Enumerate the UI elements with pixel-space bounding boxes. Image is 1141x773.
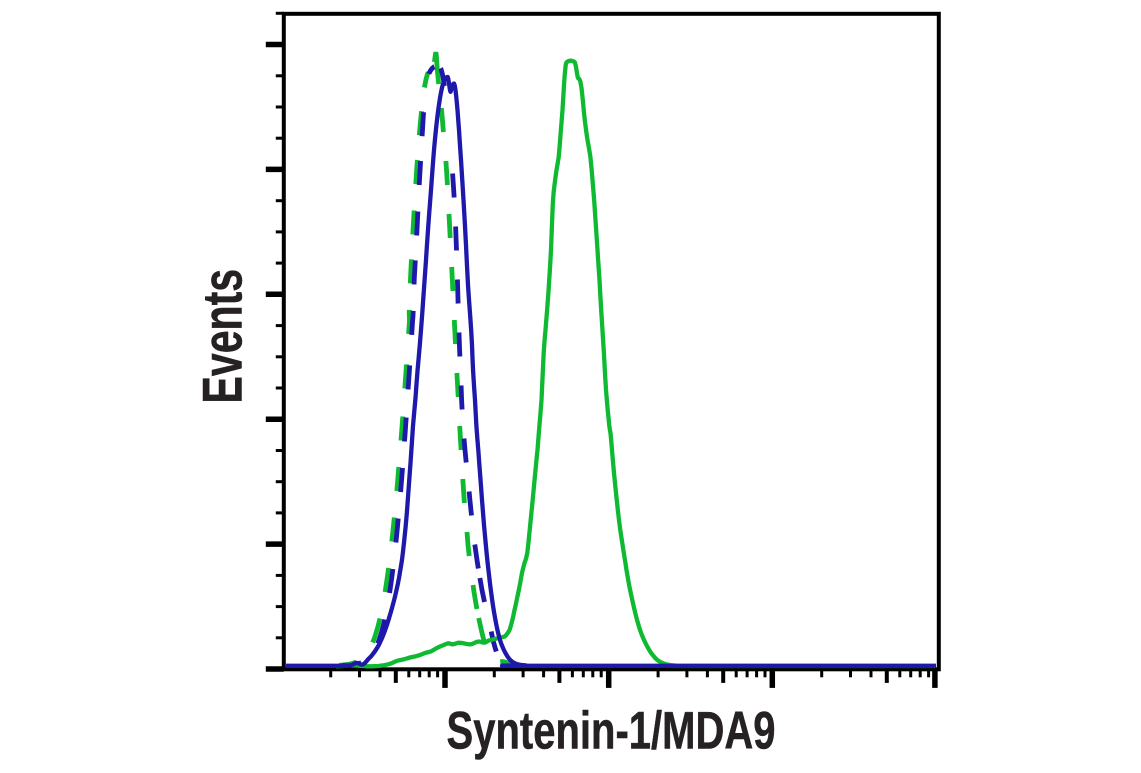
svg-text:Syntenin-1/MDA9: Syntenin-1/MDA9 [447, 700, 776, 760]
svg-text:Events: Events [193, 269, 254, 404]
